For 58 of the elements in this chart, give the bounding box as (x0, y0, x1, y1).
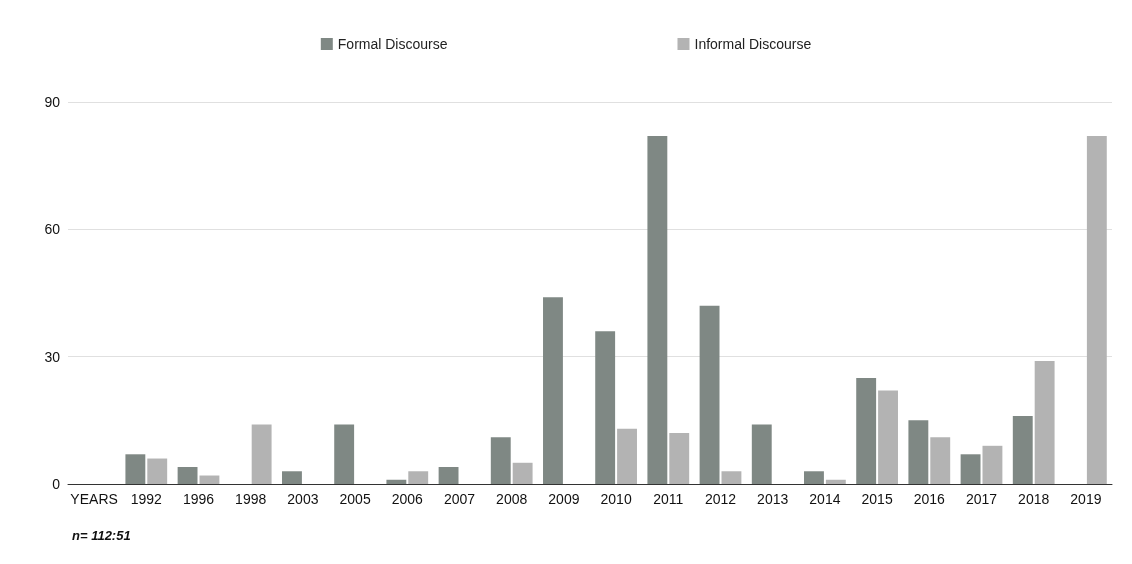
bar (282, 471, 302, 484)
legend-label: Informal Discourse (694, 36, 812, 52)
bar (982, 445, 1003, 484)
x-tick-label: 2013 (757, 491, 789, 507)
y-tick-label: 60 (44, 221, 61, 238)
bar (617, 428, 637, 484)
bar (251, 424, 272, 484)
bar (1086, 135, 1107, 484)
x-tick-label: 2003 (287, 491, 319, 507)
bar (647, 135, 668, 484)
bar (147, 458, 168, 484)
bar (908, 420, 929, 484)
bar (543, 297, 563, 484)
x-tick-label: 1996 (182, 491, 215, 507)
bar (1034, 360, 1055, 484)
bar (699, 305, 720, 484)
x-tick-label: 2014 (809, 491, 841, 507)
bar (878, 390, 898, 484)
bar (930, 437, 951, 484)
x-tick-label: 2005 (339, 491, 371, 507)
x-tick-label: 2019 (1070, 491, 1102, 507)
bar (721, 471, 742, 484)
x-tick-label: 2017 (965, 491, 998, 507)
bar (669, 433, 690, 484)
bar (408, 471, 429, 484)
bar (825, 479, 846, 484)
x-tick-label: YEARS (70, 491, 118, 507)
legend-label: Formal Discourse (337, 36, 448, 52)
y-tick-label: 90 (44, 94, 61, 110)
bar (177, 467, 198, 484)
bar (199, 475, 220, 484)
y-tick-label: 30 (44, 348, 61, 365)
x-tick-label: 2010 (600, 491, 632, 507)
x-tick-label: 1998 (235, 491, 267, 507)
x-tick-label: 2016 (913, 491, 946, 507)
x-tick-label: 2009 (548, 491, 580, 507)
bar (856, 377, 877, 484)
x-tick-label: 2008 (496, 491, 528, 507)
x-tick-label: 1992 (130, 491, 163, 507)
x-tick-label: 2012 (704, 491, 737, 507)
bar (125, 454, 146, 484)
x-tick-label: 2006 (391, 491, 424, 507)
x-tick-label: 2015 (861, 491, 893, 507)
x-tick-label: 2007 (443, 491, 476, 507)
bar (1012, 416, 1033, 484)
bar (804, 471, 824, 484)
bar (751, 424, 772, 484)
bar (960, 454, 981, 484)
bar (490, 437, 511, 484)
y-tick-label: 0 (52, 476, 61, 492)
x-tick-label: 2018 (1018, 491, 1050, 507)
bar (438, 467, 459, 484)
bar (386, 479, 407, 484)
text: n= 112:51 (72, 528, 131, 543)
bar (595, 331, 616, 484)
bar (334, 424, 355, 484)
bar (512, 462, 533, 484)
x-tick-label: 2011 (653, 491, 684, 507)
